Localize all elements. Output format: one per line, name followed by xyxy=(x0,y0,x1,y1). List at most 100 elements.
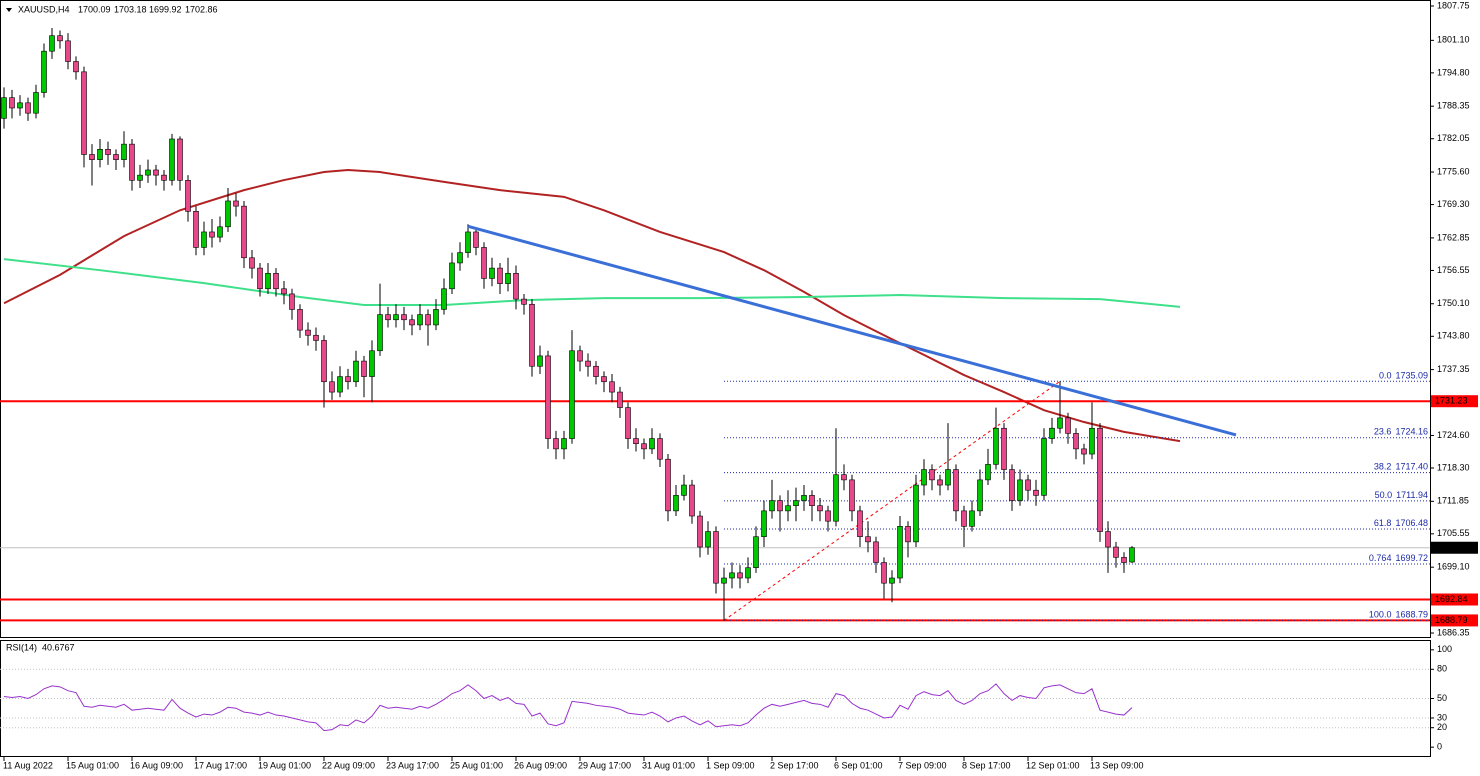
candle-body xyxy=(601,376,607,383)
candle-body xyxy=(641,443,647,450)
x-tick-label: 13 Sep 09:00 xyxy=(1090,760,1144,770)
x-tick-label: 6 Sep 01:00 xyxy=(834,760,883,770)
candle-body xyxy=(321,340,327,383)
candle-body xyxy=(617,391,623,408)
candle-body xyxy=(729,572,735,579)
candle-body xyxy=(385,314,391,321)
candle-body xyxy=(881,562,887,584)
y-tick-label: 1737.35 xyxy=(1437,364,1470,374)
x-tick-label: 17 Aug 17:00 xyxy=(194,760,247,770)
candle-body xyxy=(81,71,87,155)
y-tick-label: 1724.60 xyxy=(1437,430,1470,440)
fib-price: 1724.16 xyxy=(1395,427,1428,437)
fib-ratio: 50.0 xyxy=(1375,490,1393,500)
fib-label: 23.6 1724.16 xyxy=(1374,427,1428,437)
candle-body xyxy=(769,500,775,512)
header-open: 1700.09 xyxy=(78,4,111,14)
fib-label: 61.8 1706.48 xyxy=(1374,518,1428,528)
candle-body xyxy=(537,355,543,367)
fib-price: 1688.79 xyxy=(1395,610,1428,620)
candle-body xyxy=(1,97,7,119)
candle-body xyxy=(73,61,79,73)
candle-body xyxy=(809,495,815,507)
level-price-label: 1731.23 xyxy=(1435,396,1468,406)
x-tick-label: 2 Sep 17:00 xyxy=(770,760,819,770)
candle-body xyxy=(49,35,55,52)
candle-body xyxy=(633,438,639,445)
candle-body xyxy=(433,309,439,326)
candle-body xyxy=(425,314,431,326)
x-tick-label: 31 Aug 01:00 xyxy=(642,760,695,770)
candle-body xyxy=(905,526,911,543)
candle-body xyxy=(145,169,151,176)
candle-body xyxy=(889,577,895,584)
rsi-tick-label: 20 xyxy=(1437,722,1447,732)
candle-body xyxy=(273,272,279,290)
candle-body xyxy=(865,536,871,543)
candle-body xyxy=(233,200,239,207)
x-tick-label: 26 Aug 09:00 xyxy=(514,760,567,770)
candle-body xyxy=(1097,427,1103,532)
rsi-current-value: 40.6767 xyxy=(42,642,75,652)
level-price-label: 1692.84 xyxy=(1435,594,1468,604)
candle-body xyxy=(849,479,855,512)
candle-body xyxy=(137,174,143,181)
candle-body xyxy=(577,350,583,362)
fib-price: 1706.48 xyxy=(1395,518,1428,528)
candle-body xyxy=(697,515,703,548)
candle-body xyxy=(569,350,575,439)
candle-body xyxy=(1017,479,1023,501)
candle-body xyxy=(953,469,959,512)
candle-body xyxy=(689,484,695,517)
candle-body xyxy=(217,226,223,238)
x-tick-label: 12 Sep 01:00 xyxy=(1026,760,1080,770)
candle-body xyxy=(25,102,31,114)
y-tick-label: 1705.55 xyxy=(1437,528,1470,538)
candle-body xyxy=(1121,557,1127,563)
candle-body xyxy=(449,262,455,290)
candle-body xyxy=(193,211,199,248)
candle-body xyxy=(337,376,343,393)
candle-body xyxy=(1041,438,1047,496)
moving-average xyxy=(3,168,1181,443)
candle-body xyxy=(777,500,783,512)
candle-body xyxy=(609,381,615,393)
candle-body xyxy=(369,350,375,377)
collapse-icon[interactable] xyxy=(6,8,12,12)
candle-body xyxy=(857,510,863,537)
x-tick-label: 16 Aug 09:00 xyxy=(130,760,183,770)
y-tick-label: 1686.35 xyxy=(1437,627,1470,637)
fib-label: 50.0 1711.94 xyxy=(1375,490,1428,500)
candle-body xyxy=(593,365,599,377)
rsi-title: RSI(14) xyxy=(6,642,37,652)
y-tick-label: 1718.30 xyxy=(1437,462,1470,472)
x-tick-label: 7 Sep 09:00 xyxy=(898,760,947,770)
y-tick-label: 1782.05 xyxy=(1437,133,1470,143)
candle-body xyxy=(377,314,383,352)
fib-ratio: 100.0 xyxy=(1369,610,1392,620)
x-tick-label: 22 Aug 09:00 xyxy=(322,760,375,770)
rsi-line xyxy=(3,683,1133,732)
fib-ratio: 0.764 xyxy=(1369,553,1392,563)
fib-price: 1735.09 xyxy=(1395,371,1428,381)
candle-body xyxy=(345,376,351,383)
fib-price: 1711.94 xyxy=(1396,490,1428,500)
candle-body xyxy=(473,231,479,248)
candle-body xyxy=(481,247,487,279)
candle-body xyxy=(553,438,559,450)
level-price-label: 1688.79 xyxy=(1435,615,1468,625)
candle-body xyxy=(993,427,999,465)
candle-body xyxy=(105,149,111,155)
candle-body xyxy=(241,205,247,259)
level-price-box xyxy=(1431,614,1478,627)
fib-ratio: 0.0 xyxy=(1379,371,1392,381)
trendline xyxy=(467,224,1237,437)
candle-body xyxy=(753,536,759,568)
candle-body xyxy=(937,479,943,486)
y-tick-label: 1743.80 xyxy=(1437,331,1470,341)
candle-body xyxy=(329,381,335,393)
candle-body xyxy=(1089,427,1095,455)
fib-label: 0.0 1735.09 xyxy=(1379,371,1428,381)
candle-body xyxy=(985,464,991,481)
candle-body xyxy=(465,231,471,253)
